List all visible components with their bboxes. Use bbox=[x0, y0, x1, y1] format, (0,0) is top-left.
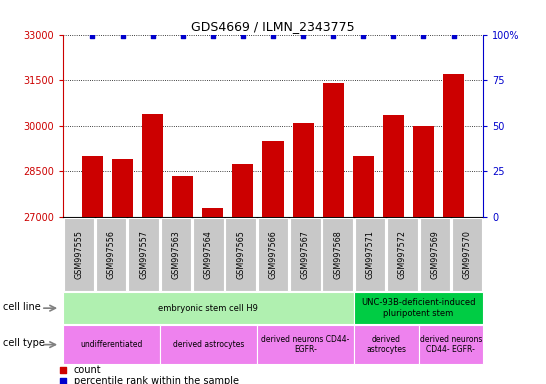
Bar bbox=[258, 218, 288, 291]
Point bbox=[269, 33, 277, 40]
Bar bbox=[257, 325, 354, 364]
Text: GSM997566: GSM997566 bbox=[269, 230, 277, 279]
Bar bbox=[354, 293, 483, 324]
Text: derived neurons
CD44- EGFR-: derived neurons CD44- EGFR- bbox=[420, 335, 482, 354]
Text: derived neurons CD44-
EGFR-: derived neurons CD44- EGFR- bbox=[261, 335, 349, 354]
Text: GSM997565: GSM997565 bbox=[236, 230, 245, 279]
Point bbox=[118, 33, 127, 40]
Point bbox=[449, 33, 458, 40]
Bar bbox=[387, 218, 418, 291]
Point bbox=[149, 33, 157, 40]
Bar bbox=[233, 164, 253, 384]
Point bbox=[299, 33, 307, 40]
Text: GSM997564: GSM997564 bbox=[204, 230, 213, 279]
Text: cell type: cell type bbox=[3, 338, 45, 348]
Bar bbox=[354, 325, 419, 364]
Bar bbox=[96, 218, 127, 291]
Bar bbox=[443, 74, 464, 384]
Point bbox=[58, 366, 67, 372]
Bar bbox=[193, 218, 223, 291]
Text: GSM997557: GSM997557 bbox=[139, 230, 148, 279]
Bar bbox=[161, 218, 191, 291]
Text: GSM997563: GSM997563 bbox=[171, 230, 181, 279]
Bar bbox=[172, 176, 193, 384]
Bar bbox=[128, 218, 159, 291]
Text: GSM997555: GSM997555 bbox=[74, 230, 84, 279]
Text: derived
astrocytes: derived astrocytes bbox=[366, 335, 406, 354]
Bar bbox=[225, 218, 256, 291]
Bar bbox=[353, 156, 374, 384]
Bar bbox=[355, 218, 385, 291]
Bar bbox=[419, 218, 450, 291]
Bar bbox=[290, 218, 321, 291]
Text: GSM997572: GSM997572 bbox=[398, 230, 407, 279]
Point bbox=[239, 33, 247, 40]
Point bbox=[329, 33, 337, 40]
Text: count: count bbox=[74, 364, 102, 375]
Bar bbox=[82, 156, 103, 384]
Point bbox=[58, 378, 67, 384]
Text: UNC-93B-deficient-induced
pluripotent stem: UNC-93B-deficient-induced pluripotent st… bbox=[361, 298, 476, 318]
Text: GSM997556: GSM997556 bbox=[107, 230, 116, 279]
Point bbox=[419, 33, 428, 40]
Bar bbox=[452, 218, 482, 291]
Point bbox=[359, 33, 367, 40]
Bar bbox=[263, 141, 283, 384]
Bar bbox=[63, 325, 160, 364]
Title: GDS4669 / ILMN_2343775: GDS4669 / ILMN_2343775 bbox=[191, 20, 355, 33]
Text: GSM997569: GSM997569 bbox=[430, 230, 439, 279]
Bar bbox=[112, 159, 133, 384]
Bar bbox=[413, 126, 434, 384]
Text: GSM997567: GSM997567 bbox=[301, 230, 310, 279]
Point bbox=[209, 33, 217, 40]
Bar bbox=[323, 83, 344, 384]
Point bbox=[179, 33, 187, 40]
Text: undifferentiated: undifferentiated bbox=[80, 340, 143, 349]
Text: percentile rank within the sample: percentile rank within the sample bbox=[74, 376, 239, 384]
Bar bbox=[142, 114, 163, 384]
Bar bbox=[63, 293, 354, 324]
Bar bbox=[202, 208, 223, 384]
Text: GSM997570: GSM997570 bbox=[462, 230, 472, 279]
Bar bbox=[64, 218, 94, 291]
Text: GSM997571: GSM997571 bbox=[365, 230, 375, 279]
Bar bbox=[293, 123, 313, 384]
Text: GSM997568: GSM997568 bbox=[333, 230, 342, 279]
Point bbox=[88, 33, 97, 40]
Text: embryonic stem cell H9: embryonic stem cell H9 bbox=[158, 304, 258, 313]
Bar bbox=[383, 115, 404, 384]
Bar bbox=[323, 218, 353, 291]
Text: cell line: cell line bbox=[3, 301, 40, 311]
Text: derived astrocytes: derived astrocytes bbox=[173, 340, 244, 349]
Bar bbox=[419, 325, 483, 364]
Point bbox=[389, 33, 397, 40]
Bar bbox=[160, 325, 257, 364]
